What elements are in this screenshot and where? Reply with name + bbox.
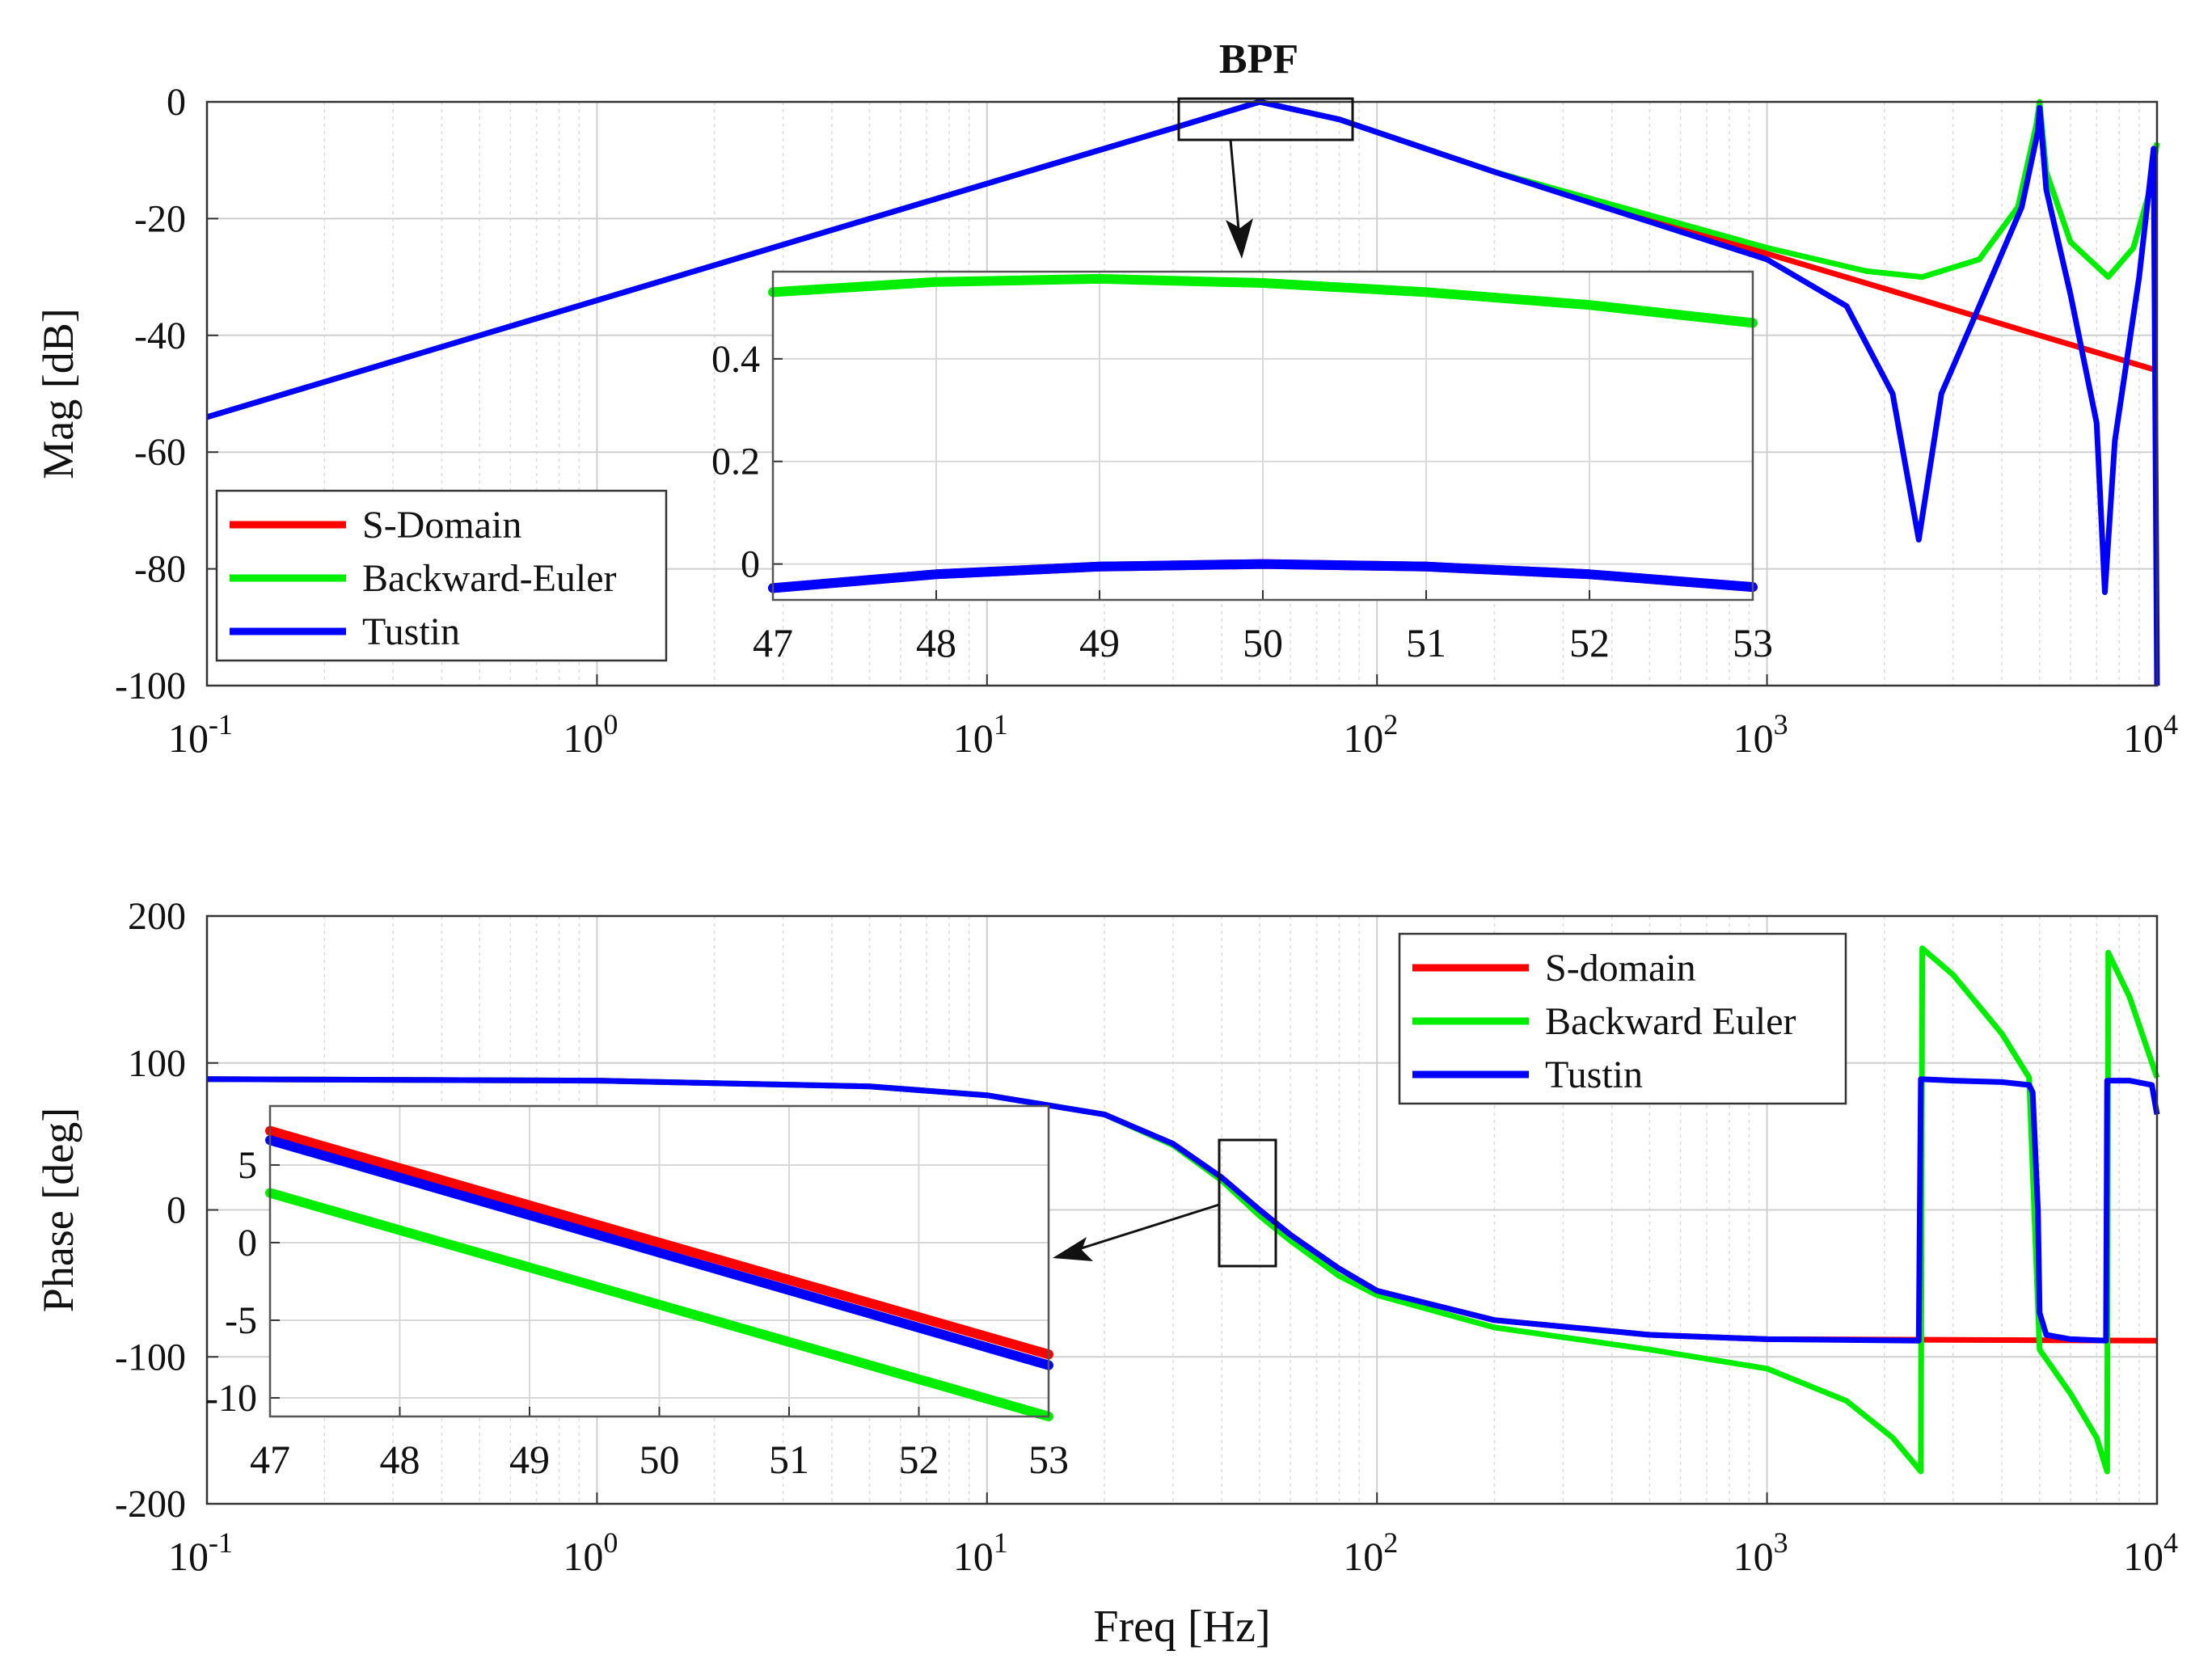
- inset-x-tick-label: 50: [1243, 620, 1283, 665]
- inset-series-line: [768, 559, 1758, 593]
- inset-x-tick-label: 51: [1406, 620, 1446, 665]
- x-tick-label: 104: [2123, 1526, 2178, 1579]
- inset-x-tick-label: 49: [1079, 620, 1120, 665]
- y-tick-label: 200: [128, 895, 186, 938]
- x-tick-label: 101: [953, 1526, 1008, 1579]
- y-tick-label: -100: [115, 665, 186, 707]
- x-tick-label: 103: [1733, 1526, 1788, 1579]
- x-tick-label: 102: [1343, 708, 1398, 761]
- inset-x-tick-label: 47: [250, 1437, 290, 1482]
- y-tick-label: 0: [167, 81, 186, 124]
- legend-label: Tustin: [1545, 1053, 1643, 1096]
- x-axis-label: Freq [Hz]: [1093, 1602, 1270, 1652]
- y-tick-label: -60: [134, 431, 186, 474]
- zoom-arrow-head: [1226, 218, 1253, 259]
- x-tick-label: 10-1: [168, 1526, 233, 1579]
- y-tick-label: -200: [115, 1483, 186, 1526]
- inset-x-tick-label: 49: [509, 1437, 550, 1482]
- series-line: [205, 99, 2160, 686]
- legend-magnitude: S-Domain Backward-Euler Tustin: [215, 489, 668, 662]
- zoom-arrow: [1073, 1203, 1220, 1252]
- zoom-arrow: [1229, 139, 1241, 239]
- legend-phase: S-domain Backward Euler Tustin: [1398, 932, 1847, 1105]
- inset-x-tick-label: 48: [380, 1437, 420, 1482]
- x-tick-label: 100: [563, 708, 618, 761]
- inset-magnitude: 47 48 49 50 51 52 53 0 0.2 0.4: [711, 270, 1773, 665]
- inset-x-tick-label: 53: [1028, 1437, 1069, 1482]
- x-tick-label: 102: [1343, 1526, 1398, 1579]
- inset-y-tick-label: 0.4: [711, 338, 760, 381]
- inset-series-line: [768, 273, 1758, 328]
- axes-frame: [205, 914, 2159, 1505]
- x-tick-label: 10-1: [168, 708, 233, 761]
- legend-label: S-domain: [1545, 947, 1696, 990]
- y-tick-label: -40: [134, 315, 186, 357]
- x-tick-label: 101: [953, 708, 1008, 761]
- inset-frame: [268, 1104, 1050, 1418]
- inset-x-tick-label: 47: [753, 620, 793, 665]
- axes-frame: [205, 100, 2159, 687]
- x-tick-label: 103: [1733, 708, 1788, 761]
- y-tick-label: -80: [134, 548, 186, 591]
- inset-y-tick-label: 5: [238, 1144, 257, 1187]
- inset-y-tick-label: -10: [205, 1377, 257, 1420]
- y-axis-label: Phase [deg]: [34, 1108, 82, 1312]
- inset-x-tick-label: 53: [1733, 620, 1773, 665]
- inset-frame: [771, 270, 1754, 602]
- y-tick-label: 100: [128, 1042, 186, 1085]
- inset-x-tick-label: 51: [769, 1437, 809, 1482]
- inset-series-line: [265, 1188, 1053, 1421]
- y-tick-label: 0: [167, 1189, 186, 1232]
- inset-series-line: [265, 1125, 1053, 1360]
- y-tick-label: -20: [134, 197, 186, 240]
- inset-series-line: [265, 1135, 1053, 1370]
- inset-y-tick-label: 0.2: [711, 441, 760, 483]
- inset-y-tick-label: 0: [741, 543, 760, 586]
- legend-label: Backward-Euler: [362, 557, 617, 600]
- inset-x-tick-label: 52: [1569, 620, 1610, 665]
- inset-y-tick-label: 0: [238, 1222, 257, 1264]
- inset-y-tick-label: -5: [225, 1299, 257, 1342]
- x-tick-label: 100: [563, 1526, 618, 1579]
- legend-label: Backward Euler: [1545, 1000, 1796, 1043]
- zoom-box: [1218, 1138, 1277, 1268]
- x-tick-label: 104: [2123, 708, 2178, 761]
- series-line: [206, 1076, 2160, 1344]
- chart-title: BPF: [1219, 36, 1298, 82]
- inset-x-tick-label: 48: [916, 620, 956, 665]
- legend-label: S-Domain: [362, 504, 521, 547]
- legend-label: Tustin: [362, 610, 460, 653]
- y-axis-label: Mag [dB]: [34, 308, 82, 479]
- y-tick-label: -100: [115, 1336, 186, 1378]
- inset-x-tick-label: 50: [640, 1437, 680, 1482]
- zoom-arrow-head: [1053, 1237, 1093, 1261]
- zoom-box: [1177, 97, 1354, 141]
- inset-x-tick-label: 52: [899, 1437, 939, 1482]
